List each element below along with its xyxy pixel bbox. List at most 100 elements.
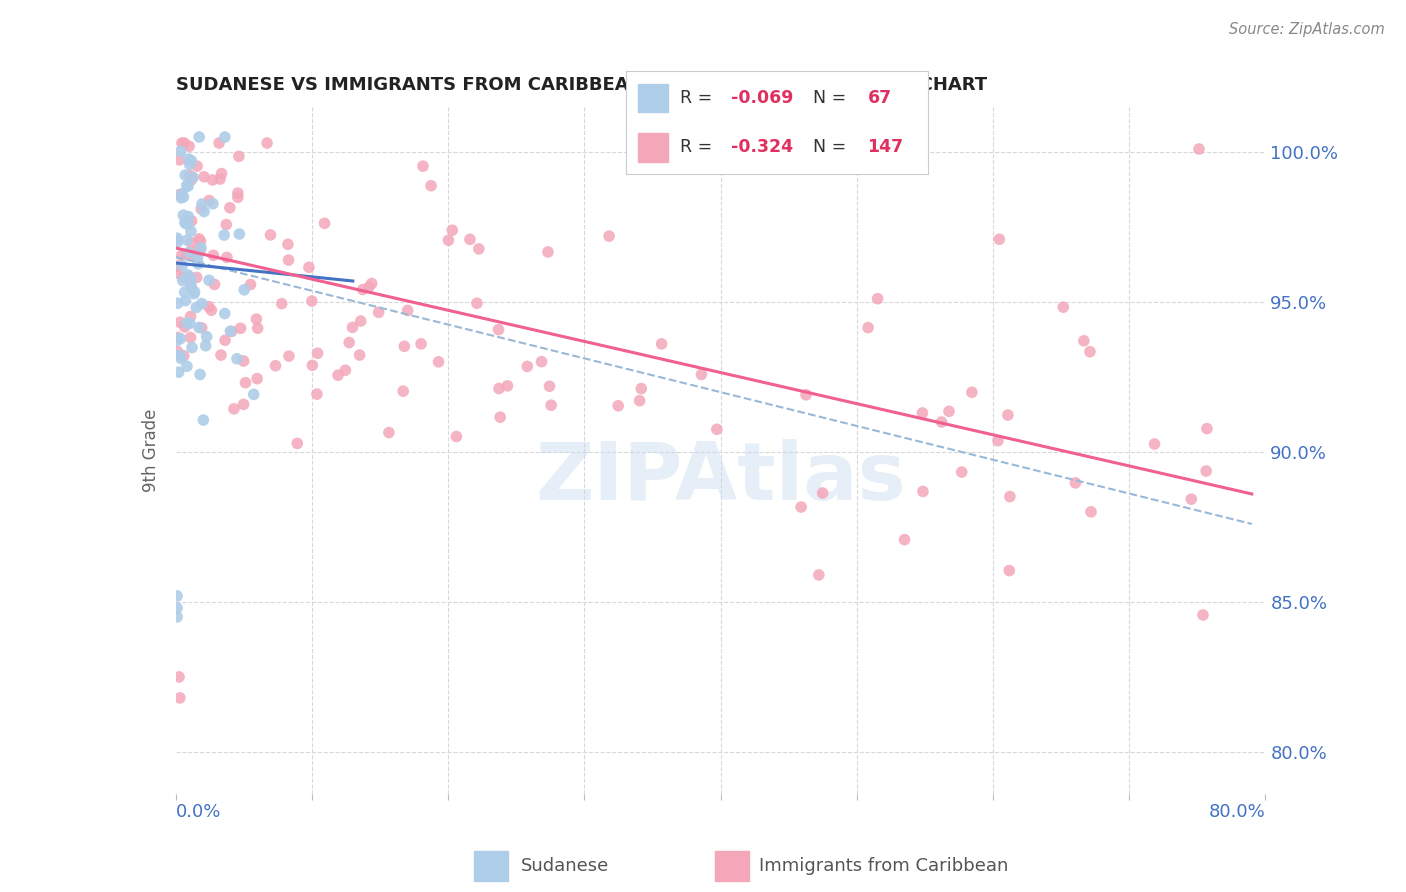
- Text: R =: R =: [681, 138, 718, 156]
- Point: [488, 322, 510, 336]
- Point: [188, 244, 211, 259]
- Point: [176, 268, 198, 282]
- Point: [209, 172, 232, 186]
- Point: [298, 260, 321, 275]
- Point: [706, 422, 728, 436]
- Point: [167, 365, 190, 379]
- Point: [180, 280, 202, 294]
- Point: [172, 274, 194, 288]
- Point: [180, 235, 202, 250]
- Point: [177, 210, 200, 224]
- Point: [1078, 344, 1101, 359]
- Point: [420, 178, 443, 193]
- Point: [222, 401, 245, 416]
- Point: [188, 320, 211, 334]
- Point: [337, 335, 360, 350]
- Point: [458, 232, 481, 246]
- Point: [215, 251, 238, 265]
- Text: N =: N =: [813, 138, 852, 156]
- Point: [197, 300, 219, 314]
- Point: [172, 190, 194, 204]
- Point: [690, 368, 713, 382]
- Point: [277, 237, 299, 252]
- Point: [794, 388, 817, 402]
- Point: [169, 153, 191, 167]
- Point: [516, 359, 538, 374]
- Bar: [638, 84, 668, 112]
- Point: [190, 202, 212, 216]
- Point: [1073, 334, 1095, 348]
- Point: [226, 186, 249, 200]
- Point: [277, 253, 299, 268]
- Point: [170, 351, 193, 366]
- Point: [893, 533, 915, 547]
- Point: [335, 363, 357, 377]
- Point: [392, 384, 415, 399]
- Text: 147: 147: [868, 138, 904, 156]
- Point: [232, 397, 254, 411]
- Point: [270, 296, 292, 310]
- Point: [177, 179, 200, 194]
- Point: [352, 283, 374, 297]
- Point: [193, 413, 215, 427]
- Point: [176, 316, 198, 330]
- Point: [180, 170, 202, 185]
- Point: [394, 339, 416, 353]
- Text: Source: ZipAtlas.com: Source: ZipAtlas.com: [1229, 22, 1385, 37]
- Text: N =: N =: [813, 89, 852, 107]
- Point: [232, 354, 254, 368]
- Point: [169, 187, 191, 202]
- Point: [538, 379, 561, 393]
- Point: [188, 232, 211, 246]
- Point: [176, 359, 198, 374]
- Point: [166, 231, 188, 245]
- Point: [176, 178, 198, 193]
- Point: [183, 285, 205, 299]
- Point: [211, 167, 233, 181]
- Point: [931, 415, 953, 429]
- Point: [187, 250, 209, 264]
- Point: [166, 330, 188, 344]
- Point: [305, 387, 328, 401]
- Point: [191, 197, 214, 211]
- Point: [239, 277, 262, 292]
- Point: [212, 228, 235, 243]
- Point: [183, 286, 205, 301]
- Point: [360, 277, 382, 291]
- Point: [201, 196, 224, 211]
- Point: [630, 382, 652, 396]
- Point: [988, 232, 1011, 246]
- Point: [209, 348, 232, 362]
- Point: [1052, 300, 1074, 314]
- Point: [190, 234, 212, 248]
- Point: [186, 159, 208, 173]
- Point: [628, 393, 651, 408]
- Point: [190, 241, 212, 255]
- Point: [256, 136, 278, 150]
- Point: [180, 224, 202, 238]
- Point: [169, 145, 191, 159]
- Point: [259, 227, 281, 242]
- Point: [180, 310, 202, 324]
- Point: [1188, 142, 1211, 156]
- Point: [166, 296, 188, 310]
- Point: [245, 312, 267, 326]
- Point: [174, 168, 197, 182]
- Bar: [716, 851, 749, 881]
- Point: [960, 385, 983, 400]
- Point: [173, 285, 195, 300]
- Point: [202, 248, 225, 262]
- Point: [183, 249, 205, 263]
- Point: [997, 408, 1019, 422]
- Point: [188, 130, 211, 145]
- Point: [190, 296, 212, 310]
- Point: [180, 273, 202, 287]
- Point: [198, 273, 221, 287]
- Point: [174, 216, 197, 230]
- Point: [214, 130, 236, 145]
- Point: [174, 215, 197, 229]
- Point: [285, 436, 308, 450]
- Point: [173, 319, 195, 334]
- Point: [367, 305, 389, 319]
- Point: [228, 149, 250, 163]
